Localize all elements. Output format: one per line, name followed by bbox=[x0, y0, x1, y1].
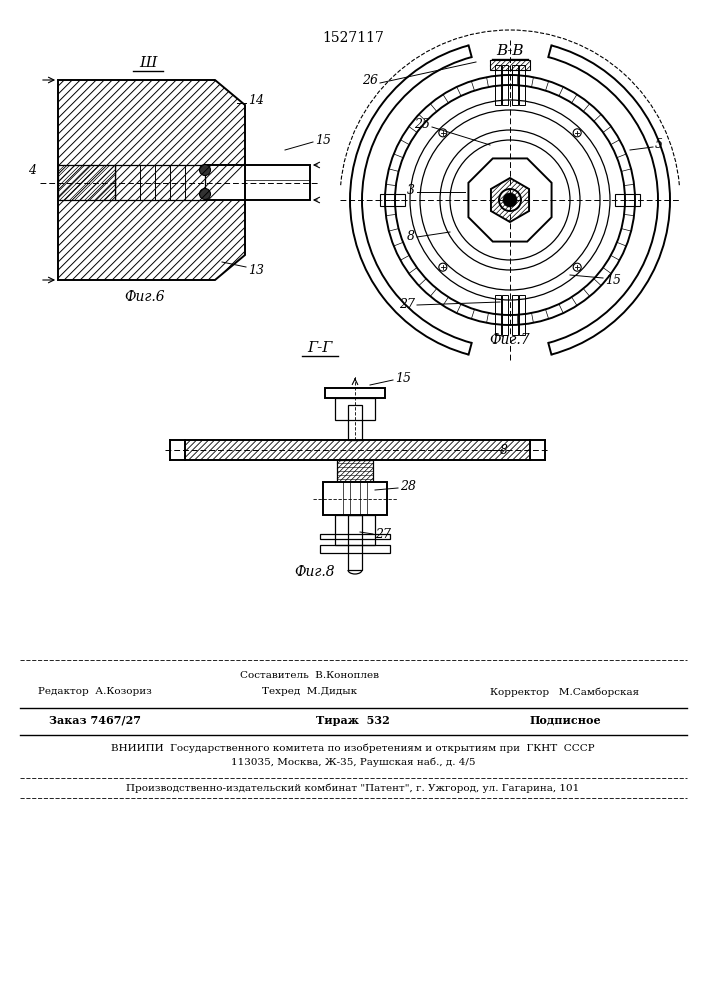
Bar bbox=[519, 65, 525, 105]
Bar bbox=[502, 65, 508, 105]
Text: 5: 5 bbox=[655, 138, 663, 151]
Bar bbox=[325, 388, 385, 398]
Text: 27: 27 bbox=[399, 298, 415, 312]
Bar bbox=[245, 165, 310, 200]
Text: В-В: В-В bbox=[496, 44, 524, 58]
Text: 15: 15 bbox=[315, 133, 331, 146]
Text: 26: 26 bbox=[362, 74, 378, 87]
Bar bbox=[58, 165, 115, 200]
Text: 113035, Москва, Ж-35, Раушская наб., д. 4/5: 113035, Москва, Ж-35, Раушская наб., д. … bbox=[230, 757, 475, 767]
Bar bbox=[337, 460, 373, 482]
Bar bbox=[519, 295, 525, 335]
Bar bbox=[348, 515, 362, 570]
Text: Ш: Ш bbox=[139, 56, 157, 70]
Bar bbox=[335, 515, 375, 545]
Text: 13: 13 bbox=[248, 263, 264, 276]
Circle shape bbox=[503, 193, 517, 207]
Text: 14: 14 bbox=[248, 94, 264, 106]
Bar bbox=[320, 545, 390, 553]
Circle shape bbox=[439, 129, 447, 137]
Text: 15: 15 bbox=[605, 273, 621, 286]
Circle shape bbox=[199, 164, 211, 176]
Text: 15: 15 bbox=[395, 371, 411, 384]
Text: 8: 8 bbox=[407, 231, 415, 243]
Text: Редактор  А.Козориз: Редактор А.Козориз bbox=[38, 688, 152, 696]
Text: Корректор   М.Самборская: Корректор М.Самборская bbox=[491, 687, 640, 697]
Text: Техред  М.Дидык: Техред М.Дидык bbox=[262, 688, 358, 696]
Text: 25: 25 bbox=[414, 118, 430, 131]
Bar bbox=[185, 440, 530, 460]
Text: Тираж  532: Тираж 532 bbox=[316, 714, 390, 726]
Text: 28: 28 bbox=[400, 481, 416, 493]
Text: 4: 4 bbox=[28, 163, 36, 176]
Bar bbox=[615, 194, 640, 206]
Bar bbox=[490, 60, 530, 70]
Bar bbox=[348, 405, 362, 440]
Circle shape bbox=[573, 263, 581, 271]
Bar bbox=[323, 482, 387, 515]
Text: 1527117: 1527117 bbox=[322, 31, 384, 45]
Text: Составитель  В.Коноплев: Составитель В.Коноплев bbox=[240, 670, 380, 680]
Text: Заказ 7467/27: Заказ 7467/27 bbox=[49, 714, 141, 726]
Text: Производственно-издательский комбинат "Патент", г. Ужгород, ул. Гагарина, 101: Производственно-издательский комбинат "П… bbox=[127, 783, 580, 793]
Circle shape bbox=[199, 188, 211, 200]
Bar bbox=[335, 398, 375, 420]
Polygon shape bbox=[115, 165, 205, 200]
Text: Г-Г: Г-Г bbox=[308, 341, 333, 355]
Bar bbox=[495, 295, 501, 335]
Text: 27: 27 bbox=[375, 528, 391, 542]
Text: Фиг.6: Фиг.6 bbox=[124, 290, 165, 304]
Text: 8: 8 bbox=[500, 444, 508, 456]
Bar bbox=[512, 65, 518, 105]
Polygon shape bbox=[491, 178, 529, 222]
Text: 3: 3 bbox=[407, 184, 415, 196]
Bar bbox=[495, 65, 501, 105]
Bar bbox=[380, 194, 405, 206]
Text: Подписное: Подписное bbox=[529, 714, 601, 726]
Bar bbox=[512, 295, 518, 335]
Bar bbox=[320, 534, 390, 539]
Text: Фиг.8: Фиг.8 bbox=[295, 565, 335, 579]
Circle shape bbox=[573, 129, 581, 137]
Circle shape bbox=[439, 263, 447, 271]
Text: Фиг.7: Фиг.7 bbox=[490, 333, 530, 347]
Text: ВНИИПИ  Государственного комитета по изобретениям и открытиям при  ГКНТ  СССР: ВНИИПИ Государственного комитета по изоб… bbox=[111, 743, 595, 753]
Bar bbox=[502, 295, 508, 335]
